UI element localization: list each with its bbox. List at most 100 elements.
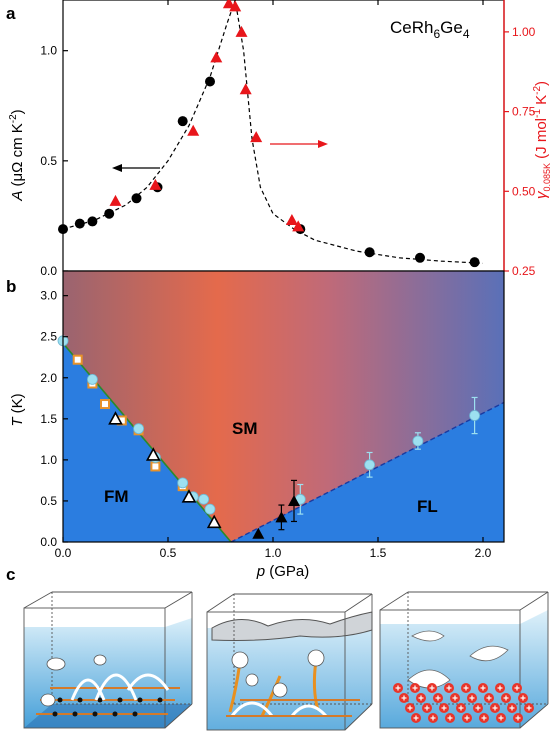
panel-b-y-tick-label: 1.0 bbox=[40, 453, 57, 467]
panel-a-fit-line bbox=[62, 0, 484, 264]
box-fm-spins bbox=[52, 697, 163, 717]
panel-a-left-tick-label: 0.0 bbox=[40, 264, 57, 278]
panel-b-y-axis-title: T (K) bbox=[9, 393, 26, 426]
point-circle bbox=[412, 435, 424, 447]
point-triangle-open bbox=[206, 514, 222, 529]
panel-b-x-tick-label: 0.0 bbox=[55, 546, 72, 560]
point-triangle bbox=[288, 494, 300, 506]
schematic-box-fl bbox=[379, 591, 549, 729]
panel-a-point-A bbox=[177, 116, 188, 127]
panel-a-chart: 0.0 0.5 1.0 0.25 0.50 0.75 1.00 CeRh6Ge4 A (μ… bbox=[8, 0, 552, 278]
box-sm-chains bbox=[226, 699, 360, 717]
region-label-sm: SM bbox=[232, 419, 258, 438]
box-sm-cloud bbox=[211, 611, 373, 641]
panel-a-fit-curve-group bbox=[62, 0, 484, 264]
panel-a-point-A bbox=[205, 76, 215, 87]
panel-a-point-gamma bbox=[229, 0, 242, 12]
panel-b-chart: 0.0 0.5 1.0 1.5 2.00.00.51.01.52.02.53.0 FM … bbox=[9, 270, 505, 580]
panel-a-point-gamma bbox=[187, 124, 200, 136]
panel-a-right-tick-label: 0.25 bbox=[512, 264, 536, 278]
point-triangle-open bbox=[108, 411, 123, 425]
panel-b-frame bbox=[62, 270, 505, 543]
panel-a-point-A bbox=[58, 224, 68, 235]
panel-b-x-tick-label: 1.0 bbox=[265, 546, 282, 560]
region-label-fl: FL bbox=[417, 497, 438, 516]
panel-label-b: b bbox=[6, 277, 16, 296]
box-fl-charges bbox=[393, 683, 534, 723]
schematic-box-sm bbox=[206, 593, 373, 731]
panel-a-point-A bbox=[415, 252, 425, 263]
box-fl-edges bbox=[379, 591, 549, 729]
box-fm-floor bbox=[24, 704, 192, 728]
panel-b-y-tick-label: 3.0 bbox=[40, 289, 57, 303]
panel-a-right-tick-label: 1.00 bbox=[512, 25, 536, 39]
panel-a-point-gamma bbox=[109, 194, 122, 206]
box-sm-edges bbox=[206, 593, 373, 731]
left-axis-arrow bbox=[112, 164, 160, 172]
panel-b-x-tick-label: 0.5 bbox=[160, 546, 177, 560]
panel-b-x-axis-title: p (GPa) bbox=[256, 563, 310, 580]
phase-regions bbox=[63, 271, 504, 542]
panel-a-point-gamma bbox=[222, 0, 235, 9]
box-fm-loops bbox=[70, 673, 170, 701]
point-triangle bbox=[252, 527, 265, 539]
point-circle bbox=[177, 477, 189, 489]
schematic-box-fm bbox=[23, 591, 193, 729]
panel-a-right-tick-label: 0.75 bbox=[512, 105, 536, 119]
panel-b-y-tick-label: 0.0 bbox=[40, 535, 57, 549]
panel-a-point-gamma bbox=[292, 220, 305, 232]
panel-b-y-tick-label: 2.0 bbox=[40, 371, 57, 385]
point-square bbox=[100, 399, 110, 410]
box-sm-electrons bbox=[231, 649, 325, 698]
panel-b-y-tick-label: 2.5 bbox=[40, 330, 57, 344]
fl-boundary-line bbox=[230, 401, 505, 543]
panel-b-ticks: 0.0 0.5 1.0 1.5 2.0 0.0 0.5 1.0 1.5 2.0 2.5 3.0 bbox=[40, 289, 491, 560]
panel-a-point-A bbox=[87, 216, 98, 227]
panel-a-point-A bbox=[104, 208, 115, 219]
region-label-fm: FM bbox=[104, 487, 129, 506]
point-square bbox=[72, 354, 83, 365]
panel-a-left-ticks: 0.0 0.5 1.0 bbox=[40, 0, 484, 278]
panel-a-series-group bbox=[58, 0, 480, 268]
point-circle bbox=[198, 493, 210, 505]
panel-a-right-axis-title: γ0.085K (J mol-1 K-2) bbox=[532, 81, 552, 199]
point-triangle-open bbox=[181, 489, 197, 503]
point-circle bbox=[204, 503, 216, 515]
panel-a-point-gamma bbox=[285, 213, 298, 225]
fl-region bbox=[231, 402, 504, 542]
panel-a-point-A bbox=[469, 257, 480, 268]
right-axis-arrow bbox=[270, 140, 328, 148]
point-circle bbox=[87, 373, 98, 385]
panel-a-point-A bbox=[74, 218, 85, 229]
panel-label-a: a bbox=[6, 4, 16, 23]
compound-label: CeRh6Ge4 bbox=[390, 18, 470, 41]
box-fm-electrons bbox=[40, 654, 107, 707]
point-triangle bbox=[275, 511, 288, 523]
panel-a-point-A bbox=[131, 193, 142, 204]
box-sm-loops bbox=[230, 701, 328, 718]
box-fm-edges bbox=[23, 591, 193, 729]
panel-a-left-tick-label: 0.5 bbox=[40, 154, 57, 168]
point-square bbox=[150, 461, 161, 472]
panel-b-y-tick-label: 1.5 bbox=[40, 412, 57, 426]
panel-b-series-group bbox=[57, 335, 481, 539]
panel-a-point-gamma bbox=[149, 178, 162, 190]
panel-c-schematics bbox=[23, 591, 549, 731]
panel-a-left-axis-title: A (μΩ cm K-2) bbox=[8, 109, 26, 201]
panel-b-x-tick-label: 1.5 bbox=[370, 546, 387, 560]
panel-a-point-gamma bbox=[250, 131, 263, 143]
panel-b-y-tick-label: 0.5 bbox=[40, 494, 57, 508]
panel-a-point-gamma bbox=[235, 25, 248, 37]
point-circle bbox=[469, 410, 481, 421]
point-circle bbox=[133, 423, 145, 435]
panel-a-point-gamma bbox=[239, 83, 252, 95]
panel-a-left-tick-label: 1.0 bbox=[40, 44, 57, 58]
panel-a-point-gamma bbox=[210, 51, 223, 63]
panel-b-x-tick-label: 2.0 bbox=[475, 546, 492, 560]
panel-label-c: c bbox=[6, 565, 15, 584]
panel-a-right-ticks: 0.25 0.50 0.75 1.00 bbox=[503, 0, 536, 278]
point-triangle-open bbox=[145, 447, 161, 461]
point-circle bbox=[364, 459, 376, 471]
box-fl-quasiparticles bbox=[407, 630, 509, 689]
